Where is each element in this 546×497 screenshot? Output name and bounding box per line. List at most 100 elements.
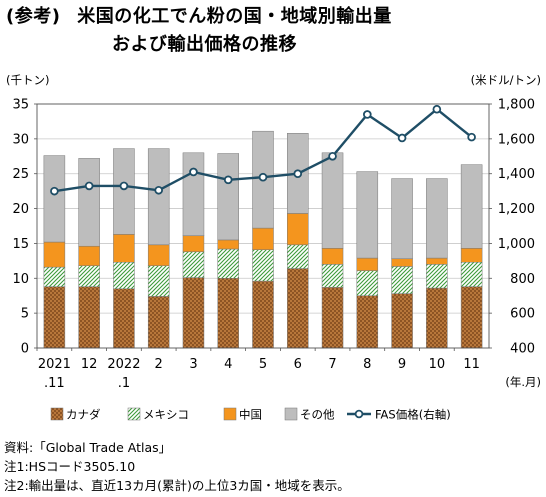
bar-segment (113, 234, 135, 263)
bar-segment (78, 265, 100, 287)
price-point (189, 167, 198, 177)
bar-segment (356, 295, 379, 349)
bar-segment (391, 266, 413, 294)
legend: カナダ メキシコ 中国 その他 FAS価格(右軸) (50, 407, 451, 422)
price-point (397, 133, 407, 143)
y-left-tick-label: 25 (12, 167, 29, 182)
note-1: 注1:HSコード3505.10 (4, 459, 136, 474)
legend-label: カナダ (66, 408, 101, 422)
price-point (328, 151, 337, 161)
x-tick-label: 11 (463, 357, 480, 372)
price-point (467, 132, 476, 142)
y-right-unit-label: (米ドル/トン) (471, 73, 541, 87)
y-left-tick-label: 15 (12, 237, 29, 252)
y-left-tick-label: 20 (12, 202, 29, 217)
bar-segment (321, 248, 344, 265)
price-point (50, 186, 59, 196)
y-right-tick-label: 400 (510, 342, 535, 357)
x-axis-label: (年.月) (505, 375, 541, 389)
bar-segment (147, 296, 170, 349)
price-point (293, 169, 303, 179)
chart-title: (参考) 米国の化工でん粉の国・地域別輸出量 および輸出価格の推移 (6, 3, 542, 59)
price-point (84, 181, 94, 191)
bar-segment (391, 293, 413, 349)
y-left-tick-label: 0 (21, 342, 29, 357)
bar-segment (287, 268, 309, 349)
bar-layer (43, 130, 483, 349)
x-tick-label: 9 (398, 357, 406, 372)
legend-line-marker (354, 409, 364, 419)
bar-segment (460, 248, 483, 263)
x-tick-label: 4 (224, 357, 232, 372)
y-right-tick-label: 600 (510, 307, 535, 322)
y-right-tick-label: 1,600 (498, 132, 535, 147)
bar-segment (147, 265, 170, 297)
price-point (258, 172, 268, 182)
bar-segment (113, 148, 135, 235)
bar-segment (252, 249, 274, 282)
bar-segment (217, 278, 239, 349)
bar-segment (356, 171, 379, 259)
bar-segment (43, 155, 66, 243)
bar-segment (217, 153, 239, 241)
bar-segment (43, 286, 66, 349)
bar-segment (426, 287, 448, 349)
bar-segment (217, 239, 239, 250)
title-prefix: (参考) (6, 6, 61, 27)
y-right-tick-label: 1,000 (498, 237, 535, 252)
bar-segment (252, 227, 274, 250)
bar-segment (78, 158, 100, 247)
y-left-tick-label: 35 (12, 98, 29, 113)
bar-segment (78, 245, 100, 266)
legend-swatch (50, 407, 64, 421)
y-right-tick-label: 1,800 (498, 98, 535, 113)
bar-segment (460, 286, 483, 349)
bar-segment (356, 270, 379, 296)
bar-segment (460, 164, 483, 249)
legend-label: FAS価格(右軸) (375, 408, 451, 422)
legend-swatch (127, 407, 141, 421)
bar-segment (113, 288, 135, 349)
x-tick-label: 10 (429, 357, 446, 372)
y-right-tick-label: 1,200 (498, 202, 535, 217)
bar-segment (287, 213, 309, 246)
bar-segment (182, 251, 205, 278)
price-point (432, 104, 442, 114)
y-left-tick-label: 10 (12, 272, 29, 287)
x-tick-label: 7 (328, 357, 336, 372)
bar-segment (43, 266, 66, 287)
bar-segment (391, 258, 413, 267)
x-tick-label: 2 (155, 357, 163, 372)
x-tick-label: 5 (259, 357, 267, 372)
x-tick-label: 2021 (38, 357, 71, 372)
legend-swatch (223, 407, 237, 421)
y-right-tick-label: 800 (510, 272, 535, 287)
legend-label: その他 (300, 408, 335, 422)
bar-segment (147, 148, 170, 246)
bar-segment (356, 257, 379, 271)
x-tick-label-sub: .11 (44, 376, 65, 391)
chart: 051015202530354006008001,0001,2001,4001,… (6, 73, 541, 422)
y-right-tick-label: 1,400 (498, 167, 535, 182)
price-point (363, 110, 372, 119)
bar-segment (391, 178, 413, 260)
bar-segment (182, 152, 205, 237)
bar-segment (426, 264, 448, 289)
bar-segment (426, 178, 448, 259)
x-tick-label: 8 (363, 357, 371, 372)
price-point (119, 181, 129, 191)
price-point (154, 185, 163, 195)
plot-frame (36, 103, 490, 349)
bar-segment (321, 152, 344, 249)
x-tick-label: 2022 (107, 357, 140, 372)
bar-segment (182, 235, 205, 253)
notes: 資料:「Global Trade Atlas」 注1:HSコード3505.10 … (4, 438, 350, 495)
x-tick-label: 3 (189, 357, 197, 372)
legend-swatch (284, 407, 298, 421)
bar-segment (182, 277, 205, 349)
x-tick-label-sub: .1 (118, 376, 130, 391)
title-line2: および輸出価格の推移 (112, 34, 297, 55)
y-left-tick-label: 5 (21, 307, 29, 322)
legend-label: 中国 (239, 408, 262, 422)
